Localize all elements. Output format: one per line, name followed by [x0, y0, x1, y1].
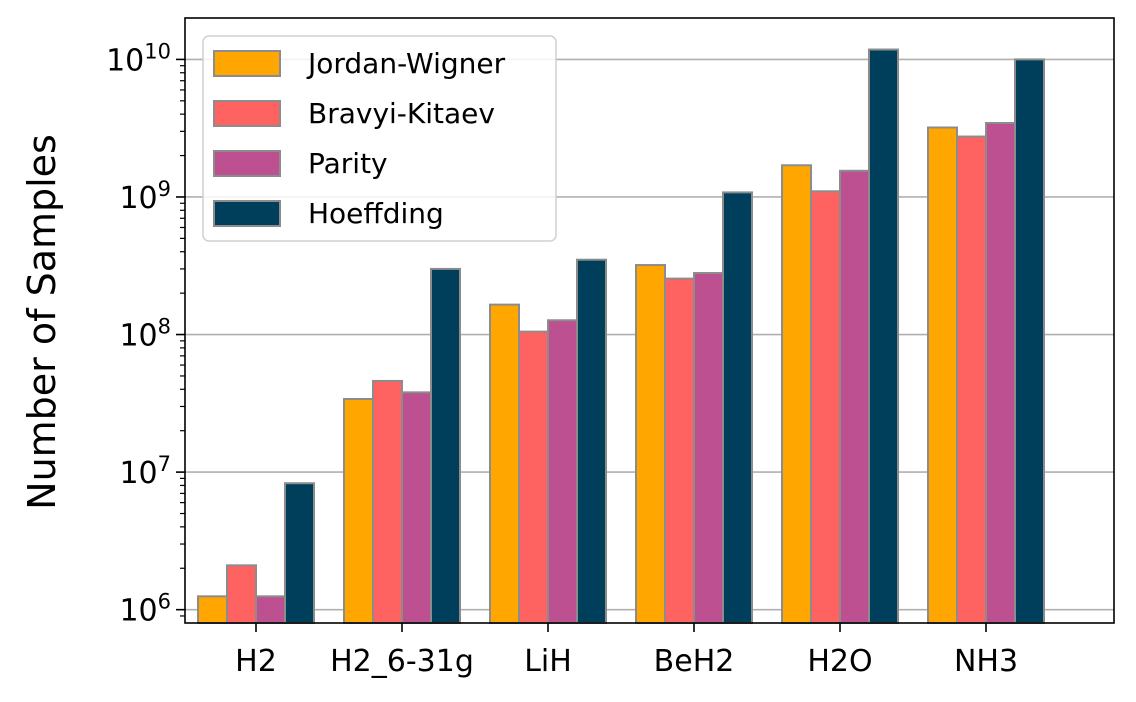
bar-BeH2-Parity: [693, 272, 724, 624]
x-tick-label-LiH: LiH: [524, 644, 572, 679]
legend-label-Jordan-Wigner: Jordan-Wigner: [306, 47, 506, 80]
legend-swatch-Jordan-Wigner: [213, 50, 281, 77]
legend: Jordan-Wigner Bravyi-Kitaev Parity Hoeffdin…: [202, 35, 557, 242]
bar-LiH-Jordan-Wigner: [489, 303, 520, 624]
bar-BeH2-Bravyi-Kitaev: [664, 277, 695, 624]
x-tick-label-H2O: H2O: [807, 644, 872, 679]
y-tick-label-0: 106: [119, 590, 171, 629]
legend-label-Hoeffding: Hoeffding: [308, 197, 444, 230]
bar-H2-Parity: [255, 595, 286, 625]
bar-H2_6-31g-Hoeffding: [430, 267, 461, 624]
bar-LiH-Bravyi-Kitaev: [518, 330, 549, 624]
legend-swatch-Bravyi-Kitaev: [213, 100, 281, 127]
bar-NH3-Jordan-Wigner: [927, 126, 958, 624]
x-tick-label-H2_6-31g: H2_6-31g: [330, 644, 474, 679]
bar-H2O-Hoeffding: [868, 48, 899, 625]
bar-H2-Jordan-Wigner: [197, 595, 228, 625]
bar-H2_6-31g-Jordan-Wigner: [343, 397, 374, 624]
legend-swatch-Parity: [213, 150, 281, 177]
x-tick-label-NH3: NH3: [954, 644, 1018, 679]
y-tick-label-2: 108: [119, 315, 171, 354]
bar-H2O-Jordan-Wigner: [781, 164, 812, 625]
bar-BeH2-Jordan-Wigner: [635, 264, 666, 624]
bar-H2O-Parity: [839, 169, 870, 625]
x-tick-label-H2: H2: [235, 644, 277, 679]
y-axis-label: Number of Samples: [20, 134, 64, 510]
bar-H2-Hoeffding: [284, 482, 315, 624]
bar-LiH-Parity: [547, 319, 578, 624]
legend-label-Parity: Parity: [308, 147, 388, 180]
y-tick-label-3: 109: [119, 177, 171, 216]
y-tick-label-1: 107: [119, 452, 171, 491]
legend-swatch-Hoeffding: [213, 200, 281, 227]
legend-box: [202, 35, 557, 242]
bar-H2-Bravyi-Kitaev: [226, 564, 257, 624]
bar-BeH2-Hoeffding: [722, 191, 753, 624]
bar-H2_6-31g-Bravyi-Kitaev: [372, 379, 403, 624]
legend-label-Bravyi-Kitaev: Bravyi-Kitaev: [308, 97, 495, 130]
plot-frame: [184, 17, 1115, 624]
bar-NH3-Bravyi-Kitaev: [956, 135, 987, 624]
y-tick-label-4: 1010: [106, 39, 171, 78]
x-axis-ticks: H2 H2_6-31g LiH BeH2 H2O NH3: [235, 623, 1018, 679]
bar-NH3-Parity: [985, 121, 1016, 624]
bars: [197, 48, 1045, 625]
bar-LiH-Hoeffding: [576, 258, 607, 624]
y-axis-ticks: 106 107 108 109 1010: [106, 39, 185, 629]
bar-H2O-Bravyi-Kitaev: [810, 190, 841, 624]
x-tick-label-BeH2: BeH2: [654, 644, 735, 679]
bar-H2_6-31g-Parity: [401, 391, 432, 625]
bar-NH3-Hoeffding: [1014, 58, 1045, 624]
